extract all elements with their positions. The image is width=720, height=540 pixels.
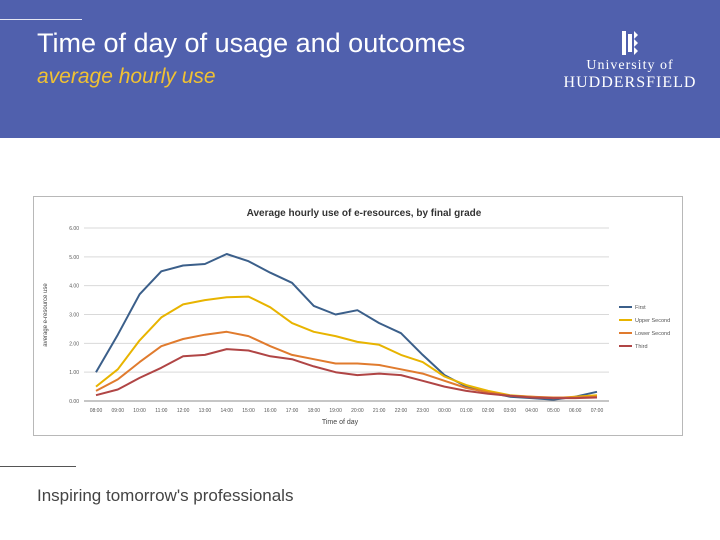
line-chart: Average hourly use of e-resources, by fi…	[43, 208, 670, 426]
chart-gridlines	[84, 227, 609, 402]
university-logo: University of HUDDERSFIELD	[560, 30, 700, 100]
x-tick-label: 18:00	[308, 408, 321, 414]
x-tick-label: 11:00	[155, 408, 167, 414]
legend-label: Upper Second	[635, 318, 670, 324]
x-tick-label: 02:00	[482, 408, 495, 414]
x-tick-label: 05:00	[547, 408, 560, 414]
x-tick-label: 04:00	[525, 408, 538, 414]
x-axis-label: Time of day	[322, 419, 359, 426]
x-tick-label: 22:00	[395, 408, 408, 414]
x-tick-label: 10:00	[133, 408, 146, 414]
legend-label: First	[635, 305, 646, 311]
y-tick-label: 1.00	[69, 370, 79, 376]
university-crest-icon	[622, 31, 638, 55]
series-line-third	[95, 348, 598, 400]
slide-title: Time of day of usage and outcomes	[37, 28, 466, 58]
x-tick-label: 17:00	[286, 408, 299, 414]
y-tick-label: 2.00	[69, 341, 79, 347]
y-tick-label: 6.00	[69, 226, 79, 232]
header-rule	[0, 19, 82, 20]
x-tick-label: 23:00	[416, 408, 429, 414]
x-tick-label: 06:00	[569, 408, 582, 414]
footer-rule	[0, 466, 76, 467]
logo-text-line1: University of	[586, 58, 674, 73]
y-axis-ticks: 0.00 1.00 2.00 3.00 4.00 5.00 6.00	[69, 226, 79, 405]
y-tick-label: 0.00	[69, 399, 79, 405]
chart-title: Average hourly use of e-resources, by fi…	[247, 208, 482, 219]
x-tick-label: 01:00	[460, 408, 473, 414]
chart-series-lines	[95, 253, 598, 401]
x-tick-label: 03:00	[504, 408, 517, 414]
chart-legend: First Upper Second Lower Second Third	[619, 305, 670, 350]
x-tick-label: 07:00	[591, 408, 604, 414]
x-tick-label: 00:00	[438, 408, 451, 414]
logo-text-line2: HUDDERSFIELD	[563, 74, 697, 91]
series-line-first	[95, 253, 598, 401]
y-tick-label: 4.00	[69, 284, 79, 290]
x-tick-label: 20:00	[351, 408, 364, 414]
x-tick-label: 09:00	[112, 408, 125, 414]
legend-label: Lower Second	[635, 331, 670, 337]
footer-tagline: Inspiring tomorrow's professionals	[37, 486, 294, 505]
series-line-lower-second	[95, 330, 598, 399]
x-tick-label: 13:00	[199, 408, 212, 414]
x-tick-label: 19:00	[329, 408, 342, 414]
x-tick-label: 12:00	[177, 408, 190, 414]
x-axis-ticks: 08:00 09:00 10:00 11:00 12:00 13:00 14:00 15:00…	[90, 408, 604, 414]
x-tick-label: 15:00	[242, 408, 255, 414]
legend-label: Third	[635, 344, 648, 350]
x-tick-label: 21:00	[373, 408, 386, 414]
y-tick-label: 3.00	[69, 313, 79, 319]
x-tick-label: 16:00	[264, 408, 277, 414]
y-axis-label: average e-resource use	[43, 283, 49, 347]
slide-header: Time of day of usage and outcomes averag…	[0, 0, 720, 138]
y-tick-label: 5.00	[69, 255, 79, 261]
slide-subtitle: average hourly use	[37, 65, 216, 88]
x-tick-label: 14:00	[220, 408, 233, 414]
chart-frame: Average hourly use of e-resources, by fi…	[33, 196, 683, 436]
x-tick-label: 08:00	[90, 408, 103, 414]
